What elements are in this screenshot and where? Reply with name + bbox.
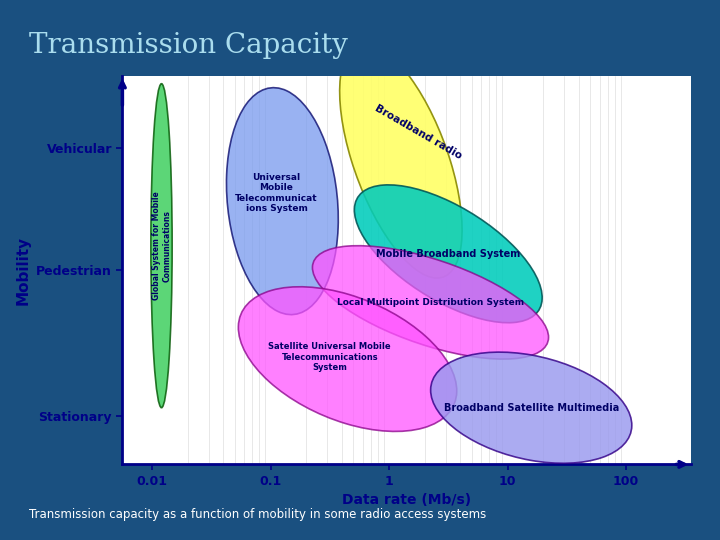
Text: Broadband Satellite Multimedia: Broadband Satellite Multimedia xyxy=(444,403,619,413)
Text: Transmission capacity as a function of mobility in some radio access systems: Transmission capacity as a function of m… xyxy=(29,508,486,521)
Text: Global System for Mobile
Communications: Global System for Mobile Communications xyxy=(152,191,171,300)
Text: Mobile Broadband System: Mobile Broadband System xyxy=(376,249,521,259)
Ellipse shape xyxy=(312,246,549,359)
Text: Satellite Universal Mobile
Telecommunications
System: Satellite Universal Mobile Telecommunica… xyxy=(269,342,391,372)
Ellipse shape xyxy=(354,185,542,323)
X-axis label: Data rate (Mb/s): Data rate (Mb/s) xyxy=(342,494,472,508)
Text: Transmission Capacity: Transmission Capacity xyxy=(29,32,348,59)
Ellipse shape xyxy=(151,84,172,408)
Text: Universal
Mobile
Telecommunicat
ions System: Universal Mobile Telecommunicat ions Sys… xyxy=(235,173,318,213)
Y-axis label: Mobility: Mobility xyxy=(16,235,30,305)
Text: Broadband radio: Broadband radio xyxy=(374,103,464,161)
Ellipse shape xyxy=(340,43,462,278)
Ellipse shape xyxy=(227,87,338,315)
Ellipse shape xyxy=(431,352,632,463)
Ellipse shape xyxy=(238,287,456,431)
Text: Local Multipoint Distribution System: Local Multipoint Distribution System xyxy=(337,298,524,307)
